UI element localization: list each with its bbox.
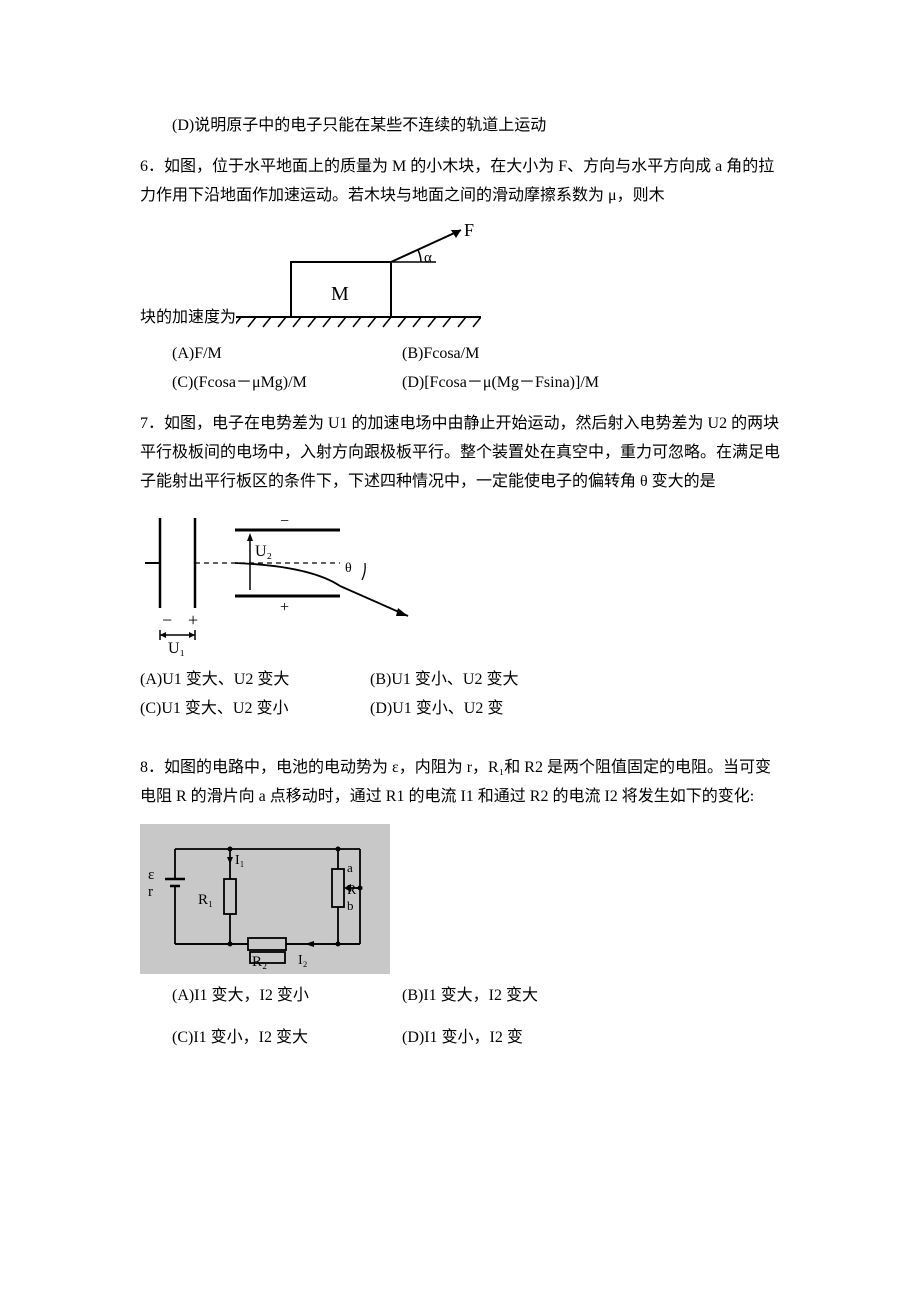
q7-label-theta: θ bbox=[345, 561, 352, 576]
q7-option-d: (D)U1 变小、U2 变 bbox=[370, 695, 780, 724]
q8-label-r2: R₂ bbox=[252, 954, 267, 970]
q7-label-minus: − bbox=[162, 610, 172, 630]
q6-figure: M F α bbox=[236, 222, 481, 332]
q5-option-d: (D)说明原子中的电子只能在某些不连续的轨道上运动 bbox=[140, 112, 780, 141]
q6-option-c: (C)(Fcosa－μMg)/M bbox=[172, 369, 402, 398]
q8-label-i2: I₂ bbox=[298, 953, 308, 968]
q7-label-u2: U₂ bbox=[255, 543, 272, 560]
q6-label-m: M bbox=[331, 283, 349, 305]
q8-label-b: b bbox=[347, 898, 354, 913]
q6-option-a: (A)F/M bbox=[172, 340, 402, 369]
q8-option-d: (D)I1 变小，I2 变 bbox=[402, 1024, 780, 1053]
q6-option-d: (D)[Fcosa－μ(Mg－Fsina)]/M bbox=[402, 369, 780, 398]
q6-options: (A)F/M (B)Fcosa/M (C)(Fcosa－μMg)/M (D)[F… bbox=[140, 340, 780, 398]
q8-label-eps: ε bbox=[148, 867, 154, 883]
q7-option-a: (A)U1 变大、U2 变大 bbox=[140, 666, 370, 695]
q8-label-r1: R₁ bbox=[198, 892, 213, 908]
q8-stem: 8．如图的电路中，电池的电动势为 ε，内阻为 r，R₁和 R2 是两个阻值固定的… bbox=[140, 754, 780, 812]
q8-option-b: (B)I1 变大，I2 变大 bbox=[402, 982, 780, 1011]
q8-label-i1: I₁ bbox=[235, 853, 245, 868]
q7-label-u1: U₁ bbox=[168, 640, 185, 657]
q7-option-c: (C)U1 变大、U2 变小 bbox=[140, 695, 370, 724]
page: (D)说明原子中的电子只能在某些不连续的轨道上运动 6．如图，位于水平地面上的质… bbox=[0, 0, 920, 1121]
q6-option-b: (B)Fcosa/M bbox=[402, 340, 780, 369]
q7-label-bot-plus: + bbox=[280, 599, 289, 616]
q6-stem-after: 块的加速度为 bbox=[140, 304, 236, 333]
q7-label-top-minus: − bbox=[280, 513, 289, 530]
q8-options: (A)I1 变大，I2 变小 (B)I1 变大，I2 变大 (C)I1 变小，I… bbox=[140, 982, 780, 1054]
q8-option-c: (C)I1 变小，I2 变大 bbox=[172, 1024, 402, 1053]
q8-option-a: (A)I1 变大，I2 变小 bbox=[172, 982, 402, 1011]
q7-figure: − + U₁ − + U₂ θ bbox=[140, 508, 780, 658]
q7-label-plus: + bbox=[188, 610, 198, 630]
q8-label-r: r bbox=[148, 884, 153, 900]
q7-stem: 7．如图，电子在电势差为 U1 的加速电场中由静止开始运动，然后射入电势差为 U… bbox=[140, 410, 780, 496]
q6-label-f: F bbox=[464, 222, 474, 240]
q7-option-b: (B)U1 变小、U2 变大 bbox=[370, 666, 780, 695]
q6-figure-row: 块的加速度为 M F bbox=[140, 222, 780, 332]
q8-figure: ε r R₁ I₁ a bbox=[140, 824, 780, 974]
q8-label-a: a bbox=[347, 860, 353, 875]
q8-label-R: R bbox=[347, 883, 357, 898]
q7-options: (A)U1 变大、U2 变大 (B)U1 变小、U2 变大 (C)U1 变大、U… bbox=[140, 666, 780, 724]
q6-stem-before: 6．如图，位于水平地面上的质量为 M 的小木块，在大小为 F、方向与水平方向成 … bbox=[140, 153, 780, 211]
q6-label-alpha: α bbox=[424, 250, 432, 266]
